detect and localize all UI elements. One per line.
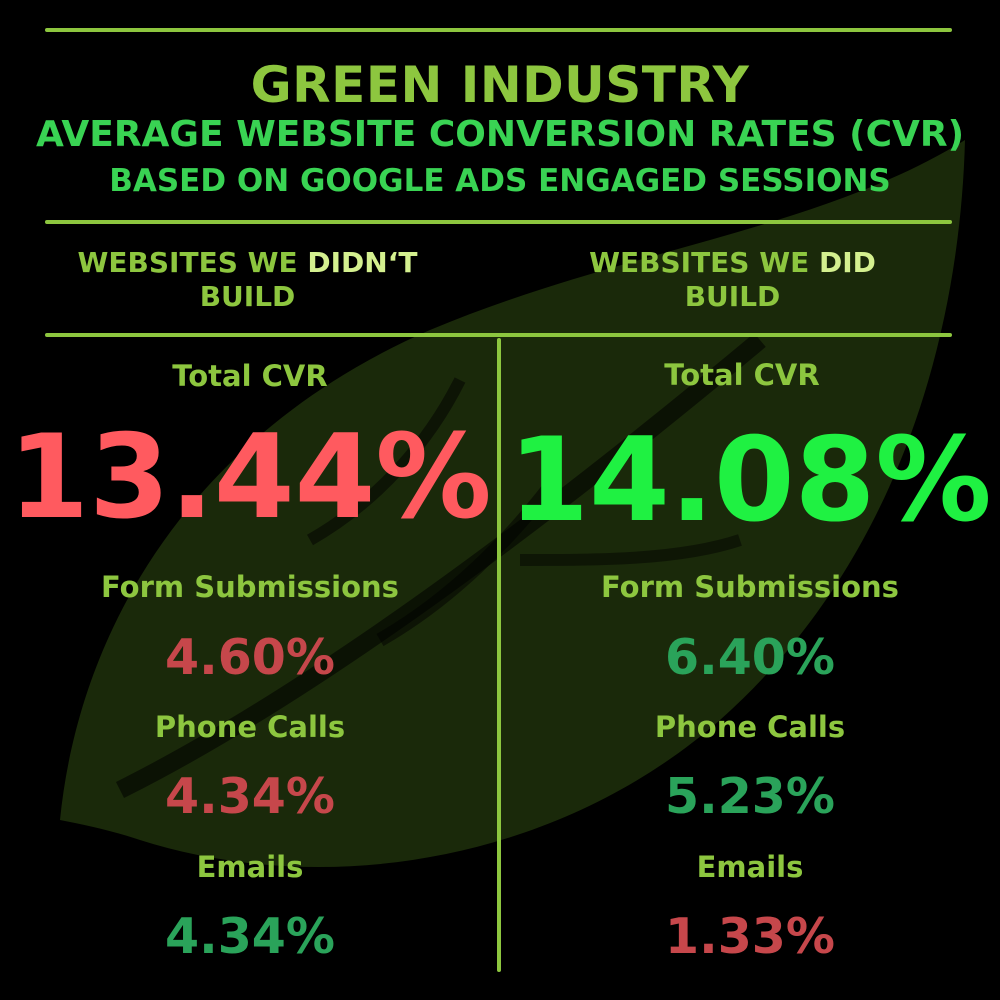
right-form-value: 6.40% [665, 629, 835, 686]
heading-prefix: WEBSITES WE [77, 246, 308, 279]
page-subtitle-secondary: BASED ON GOOGLE ADS ENGAGED SESSIONS [109, 163, 891, 199]
heading-prefix: WEBSITES WE [589, 246, 819, 279]
left-phone-value: 4.34% [165, 768, 335, 825]
right-column-heading: WEBSITES WE DID BUILD [530, 246, 935, 314]
right-total-value: 14.08% [508, 413, 992, 548]
left-email-label: Emails [196, 850, 304, 884]
left-email-value: 4.34% [165, 908, 335, 965]
left-column-heading: WEBSITES WE DIDN‘T BUILD [45, 246, 450, 314]
left-form-label: Form Submissions [101, 570, 399, 604]
heading-highlight: DIDN‘T [307, 246, 418, 279]
heading-line2: BUILD [199, 280, 296, 313]
right-form-label: Form Submissions [601, 570, 899, 604]
right-email-label: Emails [696, 850, 804, 884]
heading-line2: BUILD [684, 280, 781, 313]
page-subtitle: AVERAGE WEBSITE CONVERSION RATES (CVR) [35, 114, 965, 155]
right-email-value: 1.33% [665, 908, 835, 965]
heading-highlight: DID [818, 246, 876, 279]
header-bottom-rule [45, 220, 952, 224]
right-total-label: Total CVR [664, 358, 820, 392]
right-phone-value: 5.23% [665, 768, 835, 825]
left-form-value: 4.60% [165, 629, 335, 686]
left-total-label: Total CVR [172, 359, 328, 393]
page-title: GREEN INDUSTRY [250, 56, 750, 114]
column-divider [497, 338, 501, 972]
column-head-rule [45, 333, 952, 337]
left-total-value: 13.44% [8, 410, 492, 545]
top-rule [45, 28, 952, 32]
right-phone-label: Phone Calls [654, 710, 846, 744]
left-phone-label: Phone Calls [154, 710, 346, 744]
